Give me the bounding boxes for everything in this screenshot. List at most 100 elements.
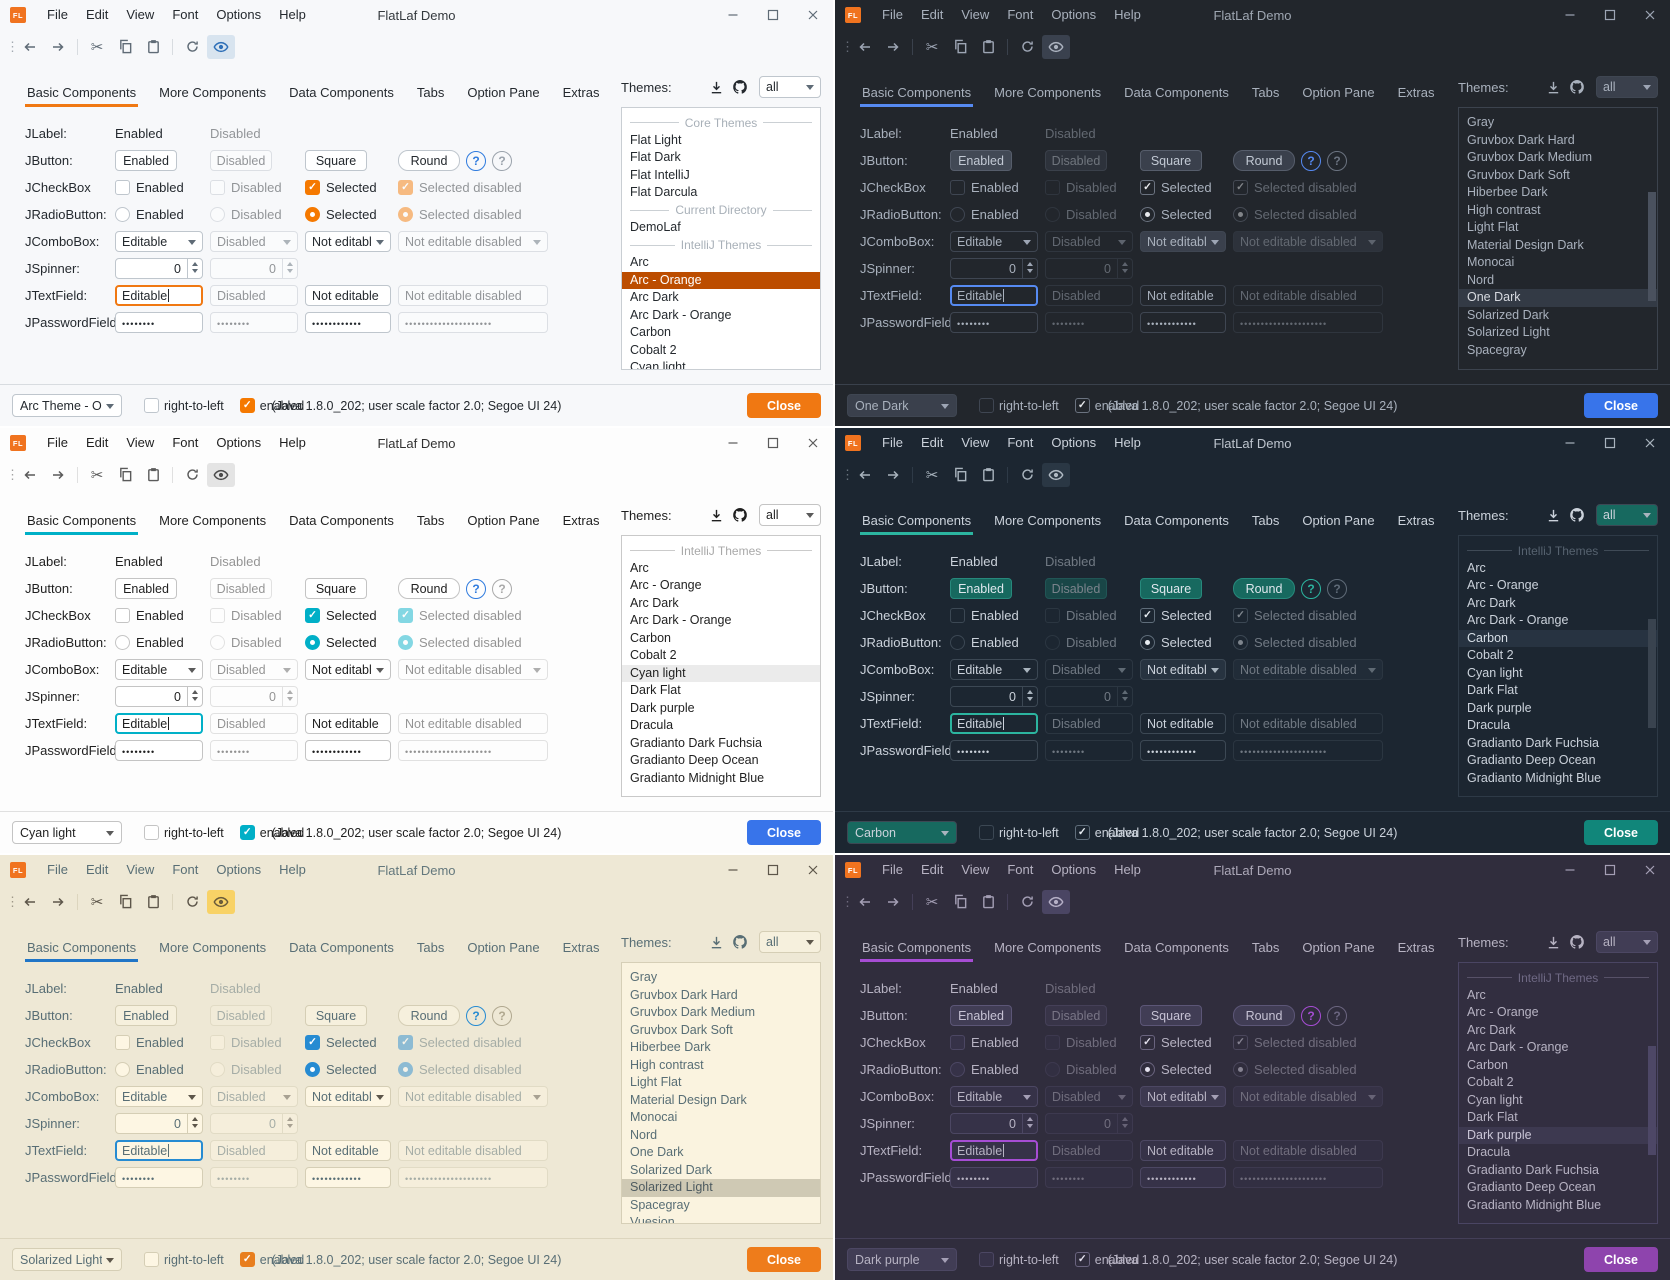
theme-item[interactable]: Arc xyxy=(1467,560,1486,575)
theme-item[interactable]: Arc Dark - Orange xyxy=(630,307,732,322)
menu-options[interactable]: Options xyxy=(1051,435,1097,450)
maximize-icon[interactable] xyxy=(1590,0,1630,30)
tab-tabs[interactable]: Tabs xyxy=(1251,940,1280,955)
theme-item[interactable]: Dracula xyxy=(1467,1145,1511,1159)
forward-icon[interactable] xyxy=(45,890,71,914)
password-field[interactable]: •••••••• xyxy=(950,1167,1038,1188)
minimize-icon[interactable] xyxy=(713,0,753,30)
scrollbar-thumb[interactable] xyxy=(1648,191,1656,302)
enabled-button[interactable]: Enabled xyxy=(115,1005,177,1026)
theme-item[interactable]: Dracula xyxy=(630,718,674,732)
radio-enabled[interactable]: Enabled xyxy=(115,207,184,222)
close-window-icon[interactable] xyxy=(793,855,833,885)
copy-icon[interactable] xyxy=(112,463,138,487)
password-field-noneditable[interactable]: •••••••••••• xyxy=(305,312,391,333)
back-icon[interactable] xyxy=(852,35,878,59)
theme-item[interactable]: Cyan light xyxy=(1467,665,1523,680)
tab-basic-components[interactable]: Basic Components xyxy=(860,940,974,962)
right-to-left-checkbox[interactable]: right-to-left xyxy=(979,398,1059,413)
theme-item[interactable]: Flat Darcula xyxy=(630,185,698,199)
eye-toggle-icon[interactable] xyxy=(207,462,235,487)
textfield-noneditable[interactable]: Not editable xyxy=(1140,285,1226,306)
radio-enabled[interactable]: Enabled xyxy=(115,635,184,650)
theme-item[interactable]: Arc Dark - Orange xyxy=(630,613,732,627)
paste-icon[interactable] xyxy=(975,890,1001,914)
maximize-icon[interactable] xyxy=(1590,855,1630,885)
paste-icon[interactable] xyxy=(975,463,1001,487)
theme-item[interactable]: High contrast xyxy=(1467,202,1541,217)
spinner[interactable]: 0 xyxy=(950,686,1038,707)
right-to-left-checkbox[interactable]: right-to-left xyxy=(979,825,1059,840)
radio-selected[interactable]: Selected xyxy=(305,207,377,222)
close-button[interactable]: Close xyxy=(747,820,821,845)
theme-item-selected[interactable]: Arc - Orange xyxy=(622,271,820,289)
tab-basic-components[interactable]: Basic Components xyxy=(860,85,974,107)
combobox-noneditable[interactable]: Not editable xyxy=(1140,231,1226,252)
menu-options[interactable]: Options xyxy=(1051,7,1097,22)
theme-item[interactable]: Vuesion xyxy=(630,1215,675,1224)
spinner[interactable]: 0 xyxy=(950,1113,1038,1134)
combobox-noneditable[interactable]: Not editable xyxy=(305,231,391,252)
radio-enabled[interactable]: Enabled xyxy=(115,1062,184,1077)
combobox-noneditable[interactable]: Not editable xyxy=(1140,659,1226,680)
theme-item[interactable]: Monocai xyxy=(630,1110,678,1124)
theme-item[interactable]: Dark Flat xyxy=(1467,1110,1518,1124)
theme-select[interactable]: Solarized Light xyxy=(12,1248,122,1271)
tab-basic-components[interactable]: Basic Components xyxy=(25,940,139,962)
enabled-button[interactable]: Enabled xyxy=(115,150,177,171)
theme-item[interactable]: Solarized Dark xyxy=(1467,307,1549,322)
radio-selected[interactable]: Selected xyxy=(1140,635,1212,650)
menu-file[interactable]: File xyxy=(882,435,903,450)
menu-help[interactable]: Help xyxy=(279,435,306,450)
radio-enabled[interactable]: Enabled xyxy=(950,1062,1019,1077)
theme-item[interactable]: Hiberbee Dark xyxy=(1467,185,1548,199)
tab-more-components[interactable]: More Components xyxy=(159,85,267,100)
theme-item[interactable]: Nord xyxy=(630,1127,658,1142)
theme-item[interactable]: Arc xyxy=(1467,987,1486,1002)
textfield-editable[interactable]: Editable xyxy=(115,1140,203,1161)
menu-view[interactable]: View xyxy=(961,862,990,877)
menu-font[interactable]: Font xyxy=(172,435,199,450)
github-icon[interactable] xyxy=(1566,931,1588,953)
theme-item[interactable]: Gruvbox Dark Soft xyxy=(1467,167,1570,182)
checkbox-enabled[interactable]: Enabled xyxy=(115,608,184,623)
textfield-noneditable[interactable]: Not editable xyxy=(1140,713,1226,734)
theme-item[interactable]: Gradianto Deep Ocean xyxy=(1467,1180,1596,1194)
textfield-editable[interactable]: Editable xyxy=(950,713,1038,734)
back-icon[interactable] xyxy=(17,890,43,914)
tab-extras[interactable]: Extras xyxy=(562,85,600,100)
theme-item[interactable]: Gradianto Dark Fuchsia xyxy=(630,735,763,750)
right-to-left-checkbox[interactable]: right-to-left xyxy=(979,1252,1059,1267)
tab-data-components[interactable]: Data Components xyxy=(1124,85,1229,100)
theme-item-selected[interactable]: Carbon xyxy=(1459,629,1657,647)
menu-font[interactable]: Font xyxy=(172,862,199,877)
tab-data-components[interactable]: Data Components xyxy=(289,513,394,528)
eye-toggle-icon[interactable] xyxy=(1042,889,1070,914)
close-window-icon[interactable] xyxy=(1630,0,1670,30)
theme-item[interactable]: Carbon xyxy=(630,630,671,645)
download-icon[interactable] xyxy=(705,504,727,526)
close-button[interactable]: Close xyxy=(747,1247,821,1272)
close-window-icon[interactable] xyxy=(793,428,833,458)
theme-select[interactable]: Cyan light xyxy=(12,821,122,844)
theme-item[interactable]: Flat Dark xyxy=(630,150,681,164)
combobox-editable[interactable]: Editable xyxy=(950,1086,1038,1107)
password-field[interactable]: •••••••• xyxy=(115,1167,203,1188)
tab-data-components[interactable]: Data Components xyxy=(289,85,394,100)
tab-tabs[interactable]: Tabs xyxy=(416,85,445,100)
menu-help[interactable]: Help xyxy=(1114,7,1141,22)
checkbox-enabled[interactable]: Enabled xyxy=(950,1035,1019,1050)
radio-selected[interactable]: Selected xyxy=(1140,1062,1212,1077)
theme-item[interactable]: Spacegray xyxy=(630,1197,690,1212)
close-button[interactable]: Close xyxy=(1584,393,1658,418)
square-button[interactable]: Square xyxy=(1140,578,1202,599)
theme-item-selected[interactable]: Solarized Light xyxy=(622,1179,820,1197)
enabled-checkbox[interactable]: enabled xyxy=(1074,825,1139,840)
close-button[interactable]: Close xyxy=(1584,820,1658,845)
help-button[interactable]: ? xyxy=(1301,578,1321,599)
square-button[interactable]: Square xyxy=(305,1005,367,1026)
forward-icon[interactable] xyxy=(45,463,71,487)
refresh-icon[interactable] xyxy=(179,890,205,914)
tab-basic-components[interactable]: Basic Components xyxy=(25,513,139,535)
menu-help[interactable]: Help xyxy=(1114,435,1141,450)
